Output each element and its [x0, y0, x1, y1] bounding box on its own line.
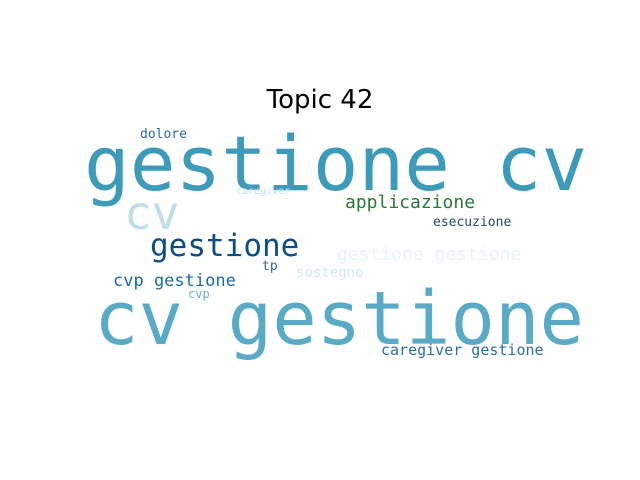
word-tp: tp — [262, 259, 278, 274]
word-gestione: gestione — [150, 228, 300, 264]
word-gestione-gestione: gestione gestione — [337, 244, 522, 265]
word-cvp: cvp — [188, 287, 210, 301]
word-caregiver-gestione: caregiver gestione — [381, 341, 544, 359]
word-esecuzione: esecuzione — [433, 215, 512, 230]
word-dolore: dolore — [140, 127, 187, 142]
word-sostegno: sostegno — [296, 265, 364, 281]
word-applicazione: applicazione — [345, 192, 476, 213]
word-cv-gestione: cv gestione — [94, 276, 585, 362]
word-cvp-gestione: cvp gestione — [113, 271, 236, 291]
word-caregiver: caregiver — [236, 186, 291, 197]
word-gestione-cv: gestione cv — [84, 119, 588, 208]
chart-title: Topic 42 — [266, 85, 374, 115]
word-cv: cv — [124, 186, 180, 240]
